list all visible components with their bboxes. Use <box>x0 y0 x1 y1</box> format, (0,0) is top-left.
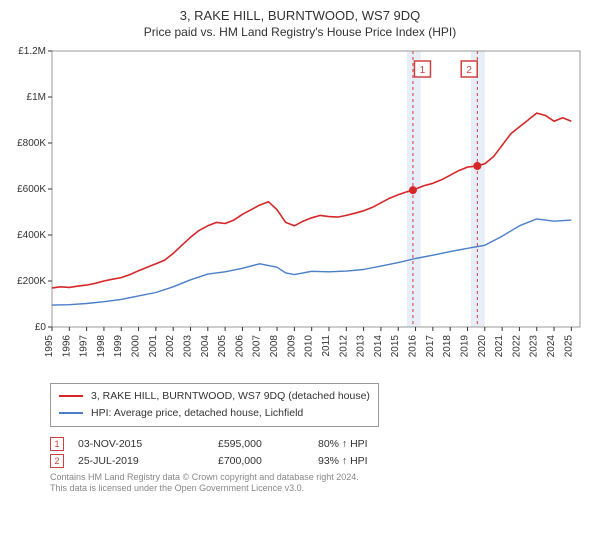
svg-text:2005: 2005 <box>217 335 228 358</box>
svg-text:1997: 1997 <box>79 335 90 358</box>
legend-swatch <box>59 395 83 397</box>
svg-text:2004: 2004 <box>200 335 211 358</box>
chart-title: 3, RAKE HILL, BURNTWOOD, WS7 9DQ <box>12 8 588 23</box>
legend: 3, RAKE HILL, BURNTWOOD, WS7 9DQ (detach… <box>50 383 379 427</box>
svg-text:2009: 2009 <box>286 335 297 358</box>
plot-area: £0 £200K £400K £600K £800K £1M £1.2M 1995 1996 19… <box>12 45 588 375</box>
sale-row: 1 03-NOV-2015 £595,000 80% ↑ HPI <box>50 437 588 451</box>
svg-text:2018: 2018 <box>442 335 453 358</box>
svg-text:£400K: £400K <box>17 230 46 241</box>
svg-text:2015: 2015 <box>390 335 401 358</box>
svg-text:2008: 2008 <box>269 335 280 358</box>
attribution-line: Contains HM Land Registry data © Crown c… <box>50 472 588 484</box>
svg-text:2000: 2000 <box>131 335 142 358</box>
svg-text:2024: 2024 <box>546 335 557 358</box>
svg-text:1: 1 <box>420 65 426 76</box>
svg-text:£1.2M: £1.2M <box>18 46 46 57</box>
svg-text:2019: 2019 <box>459 335 470 358</box>
chart-subtitle: Price paid vs. HM Land Registry's House … <box>12 25 588 39</box>
sale-pct: 93% ↑ HPI <box>318 455 418 467</box>
svg-text:2011: 2011 <box>321 335 332 357</box>
svg-text:2: 2 <box>466 65 472 76</box>
sale-marker: 2 <box>50 454 64 468</box>
sales-table: 1 03-NOV-2015 £595,000 80% ↑ HPI 2 25-JU… <box>50 437 588 468</box>
sale-row: 2 25-JUL-2019 £700,000 93% ↑ HPI <box>50 454 588 468</box>
sale-pct: 80% ↑ HPI <box>318 438 418 450</box>
svg-text:2001: 2001 <box>148 335 159 358</box>
svg-text:2012: 2012 <box>338 335 349 358</box>
svg-text:2017: 2017 <box>425 335 436 358</box>
legend-label: 3, RAKE HILL, BURNTWOOD, WS7 9DQ (detach… <box>91 388 370 405</box>
svg-text:2006: 2006 <box>234 335 245 358</box>
svg-text:2013: 2013 <box>356 335 367 358</box>
svg-text:£800K: £800K <box>17 138 46 149</box>
attribution: Contains HM Land Registry data © Crown c… <box>50 472 588 495</box>
sale-date: 03-NOV-2015 <box>78 438 218 450</box>
svg-text:2002: 2002 <box>165 335 176 358</box>
svg-text:2021: 2021 <box>494 335 505 358</box>
svg-text:2022: 2022 <box>511 335 522 358</box>
svg-text:£0: £0 <box>35 322 47 333</box>
legend-item: HPI: Average price, detached house, Lich… <box>59 405 370 422</box>
svg-text:2025: 2025 <box>563 335 574 358</box>
svg-text:2003: 2003 <box>182 335 193 358</box>
svg-text:1995: 1995 <box>44 335 55 358</box>
legend-label: HPI: Average price, detached house, Lich… <box>91 405 303 422</box>
sale-marker: 1 <box>50 437 64 451</box>
svg-text:2007: 2007 <box>252 335 263 358</box>
svg-text:£600K: £600K <box>17 184 46 195</box>
sale-price: £595,000 <box>218 438 318 450</box>
svg-text:£200K: £200K <box>17 276 46 287</box>
sale-price: £700,000 <box>218 455 318 467</box>
attribution-line: This data is licensed under the Open Gov… <box>50 483 588 495</box>
svg-text:2016: 2016 <box>408 335 419 358</box>
chart-svg: £0 £200K £400K £600K £800K £1M £1.2M 1995 1996 19… <box>12 45 588 375</box>
svg-text:2023: 2023 <box>529 335 540 358</box>
svg-text:£1M: £1M <box>27 92 46 103</box>
svg-text:1998: 1998 <box>96 335 107 358</box>
svg-text:2014: 2014 <box>373 335 384 358</box>
legend-item: 3, RAKE HILL, BURNTWOOD, WS7 9DQ (detach… <box>59 388 370 405</box>
sale-date: 25-JUL-2019 <box>78 455 218 467</box>
svg-text:1999: 1999 <box>113 335 124 358</box>
svg-text:2010: 2010 <box>304 335 315 358</box>
svg-text:1996: 1996 <box>61 335 72 358</box>
legend-swatch <box>59 412 83 414</box>
chart-container: 3, RAKE HILL, BURNTWOOD, WS7 9DQ Price p… <box>0 0 600 560</box>
svg-text:2020: 2020 <box>477 335 488 358</box>
